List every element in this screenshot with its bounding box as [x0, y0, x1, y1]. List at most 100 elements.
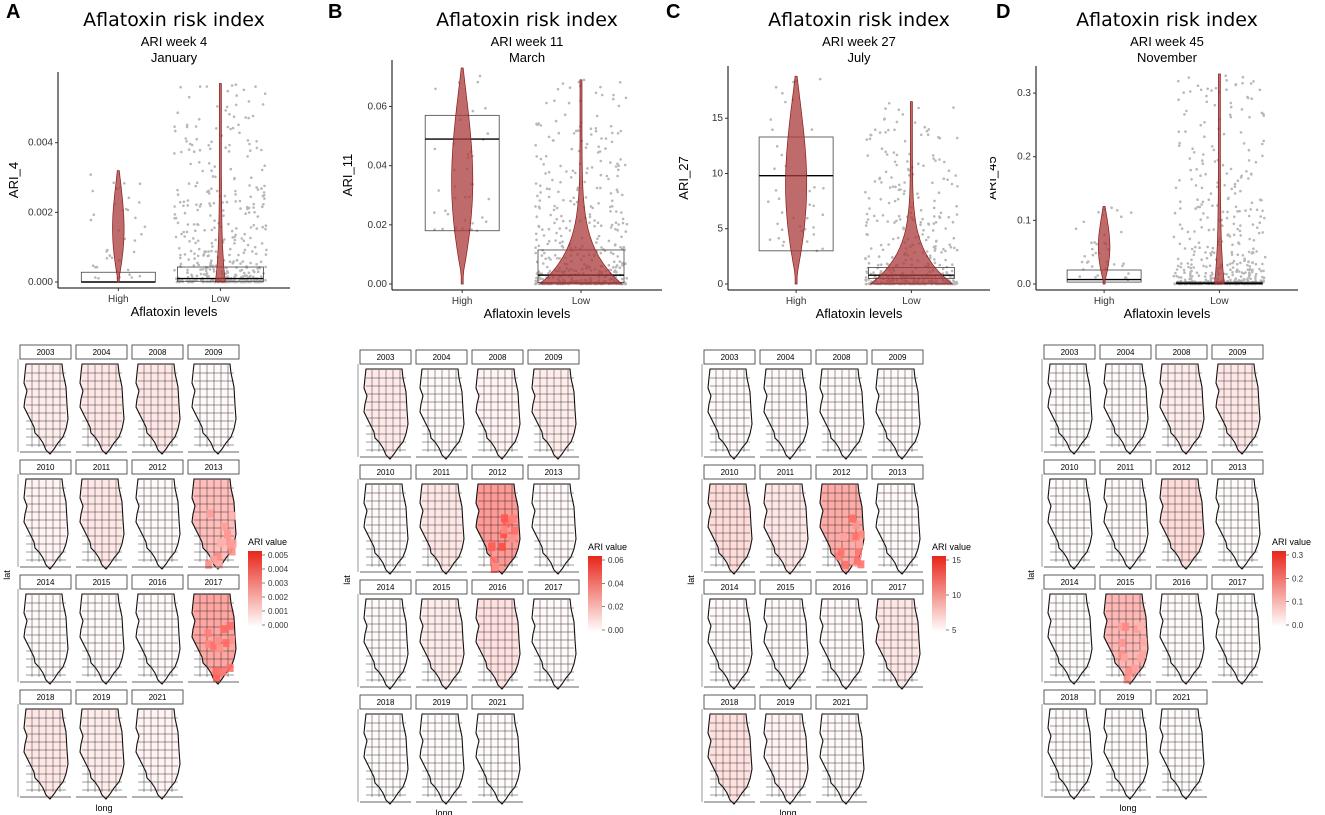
- data-point: [944, 258, 947, 262]
- map-y-axis-label: lat: [2, 570, 12, 580]
- chart-subtitle-month: July: [847, 50, 871, 65]
- data-point: [932, 206, 936, 210]
- county-fill: [1140, 638, 1148, 647]
- data-point: [138, 274, 142, 278]
- data-point: [1252, 239, 1256, 242]
- data-point: [534, 205, 537, 208]
- data-point: [544, 154, 548, 158]
- data-point: [555, 206, 559, 210]
- data-point: [1200, 203, 1203, 206]
- county-fill: [857, 530, 865, 539]
- data-point: [187, 258, 190, 261]
- data-point: [934, 247, 937, 251]
- data-point: [1242, 142, 1246, 145]
- county-fill: [509, 514, 517, 523]
- illinois-map: [363, 483, 409, 575]
- data-point: [599, 186, 602, 190]
- data-point: [895, 153, 899, 157]
- illinois-map: [1159, 478, 1205, 570]
- y-axis-label: ARI_4: [6, 162, 21, 198]
- data-point: [620, 277, 624, 281]
- legend-tick-label: 0.003: [268, 579, 289, 588]
- data-point: [239, 207, 242, 210]
- data-point: [568, 86, 572, 89]
- facet-strip: [415, 349, 468, 365]
- data-point: [1175, 268, 1179, 271]
- data-point: [547, 256, 551, 260]
- data-point: [554, 119, 558, 123]
- data-point: [1261, 142, 1264, 146]
- data-point: [205, 272, 209, 275]
- data-point: [582, 78, 586, 82]
- data-point: [624, 282, 628, 286]
- data-point: [875, 219, 879, 223]
- legend-tick-label: 0.002: [268, 593, 289, 602]
- data-point: [235, 94, 238, 97]
- facet-year-label: 2016: [1173, 578, 1191, 587]
- data-point: [903, 189, 906, 193]
- county-fill: [224, 529, 231, 538]
- data-point: [174, 129, 177, 133]
- data-point: [534, 282, 538, 286]
- facet-strip: [759, 579, 812, 595]
- data-point: [540, 254, 544, 257]
- x-tick-label: High: [786, 296, 807, 307]
- data-point: [187, 95, 191, 99]
- data-point: [1080, 260, 1084, 264]
- data-point: [952, 106, 955, 109]
- data-point: [1194, 245, 1197, 249]
- data-point: [1262, 139, 1265, 143]
- y-tick-label: 10: [712, 168, 724, 179]
- data-point: [1196, 84, 1200, 87]
- data-point: [781, 91, 784, 95]
- data-point: [955, 204, 958, 208]
- data-point: [242, 239, 246, 242]
- data-point: [243, 232, 246, 236]
- data-point: [934, 240, 938, 243]
- data-point: [105, 257, 109, 260]
- facet-strip: [131, 459, 184, 475]
- illinois-map: [819, 368, 865, 460]
- x-tick-label: Low: [211, 294, 230, 305]
- data-point: [264, 253, 268, 256]
- data-point: [879, 271, 882, 274]
- data-point: [1254, 275, 1257, 278]
- data-point: [887, 243, 890, 246]
- data-point: [1229, 101, 1233, 105]
- data-point: [239, 262, 242, 265]
- facet-strip: [19, 459, 72, 475]
- data-point: [594, 129, 598, 133]
- county-fill: [216, 539, 224, 548]
- county-fill: [852, 532, 860, 541]
- facet-year-label: 2019: [1117, 693, 1135, 702]
- data-point: [1177, 276, 1181, 279]
- data-point: [1259, 215, 1262, 218]
- data-point: [611, 205, 614, 208]
- county-fill: [1122, 622, 1130, 631]
- data-point: [1203, 121, 1206, 124]
- facet-strip: [1155, 459, 1208, 475]
- data-point: [207, 250, 210, 253]
- data-point: [208, 264, 212, 267]
- legend-title: ARI value: [1272, 537, 1311, 547]
- facet-strip: [187, 459, 240, 475]
- data-point: [617, 104, 621, 108]
- data-point: [226, 271, 230, 275]
- county-fill: [228, 547, 236, 556]
- data-point: [553, 99, 556, 102]
- illinois-map: [531, 483, 577, 575]
- data-point: [599, 173, 603, 177]
- data-point: [558, 241, 562, 245]
- data-point: [237, 253, 240, 257]
- data-point: [246, 243, 250, 247]
- data-point: [945, 271, 949, 274]
- facet-year-label: 2012: [833, 468, 851, 477]
- data-point: [262, 191, 266, 194]
- data-point: [1236, 179, 1240, 182]
- data-point: [240, 237, 244, 240]
- data-point: [237, 123, 240, 127]
- data-point: [1224, 74, 1227, 77]
- data-point: [1240, 279, 1243, 283]
- data-point: [539, 124, 543, 127]
- data-point: [614, 266, 618, 269]
